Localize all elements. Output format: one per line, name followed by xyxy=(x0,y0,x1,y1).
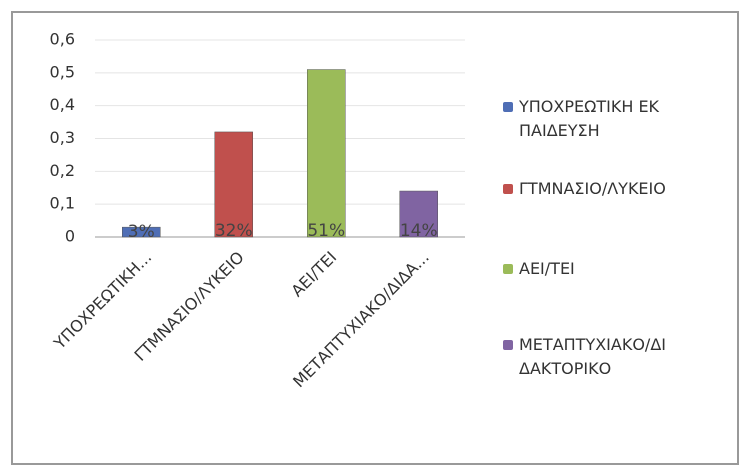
legend-item: ΥΠΟΧΡΕΩΤΙΚΗ ΕΚΠΑΙΔΕΥΣΗ xyxy=(503,95,669,143)
y-tick-label: 0,6 xyxy=(50,30,75,49)
legend-label: ΑΕΙ/ΤΕΙ xyxy=(519,259,575,278)
bar xyxy=(307,69,346,238)
legend-swatch xyxy=(503,340,513,350)
y-tick-label: 0,2 xyxy=(50,161,75,180)
y-tick-label: 0 xyxy=(65,227,75,246)
legend-label: ΓΤΜΝΑΣΙΟ/ΛΥΚΕΙΟ xyxy=(519,179,666,198)
bar xyxy=(122,226,161,238)
value-label: 3% xyxy=(128,222,155,242)
legend-swatch xyxy=(503,102,513,112)
value-label: 51% xyxy=(307,221,345,241)
value-label: 14% xyxy=(400,221,438,241)
legend-swatch xyxy=(503,184,513,194)
bar xyxy=(214,131,253,238)
y-tick-label: 0,5 xyxy=(50,62,75,81)
y-tick-label: 0,4 xyxy=(50,95,75,114)
legend-item: ΓΤΜΝΑΣΙΟ/ΛΥΚΕΙΟ xyxy=(503,177,669,201)
legend-label: ΜΕΤΑΠΤΥΧΙΑΚΟ/ΔΙΔΑΚΤΟΡΙΚΟ xyxy=(519,335,666,378)
legend-label: ΥΠΟΧΡΕΩΤΙΚΗ ΕΚΠΑΙΔΕΥΣΗ xyxy=(519,97,660,140)
legend-item: ΑΕΙ/ΤΕΙ xyxy=(503,257,669,281)
bar xyxy=(399,190,438,238)
legend-swatch xyxy=(503,264,513,274)
legend-item: ΜΕΤΑΠΤΥΧΙΑΚΟ/ΔΙΔΑΚΤΟΡΙΚΟ xyxy=(503,333,669,381)
y-tick-label: 0,3 xyxy=(50,128,75,147)
y-tick-label: 0,1 xyxy=(50,194,75,213)
chart-frame xyxy=(11,11,739,465)
value-label: 32% xyxy=(215,221,253,241)
